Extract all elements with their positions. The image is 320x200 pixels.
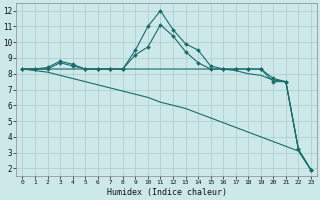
X-axis label: Humidex (Indice chaleur): Humidex (Indice chaleur): [107, 188, 227, 197]
